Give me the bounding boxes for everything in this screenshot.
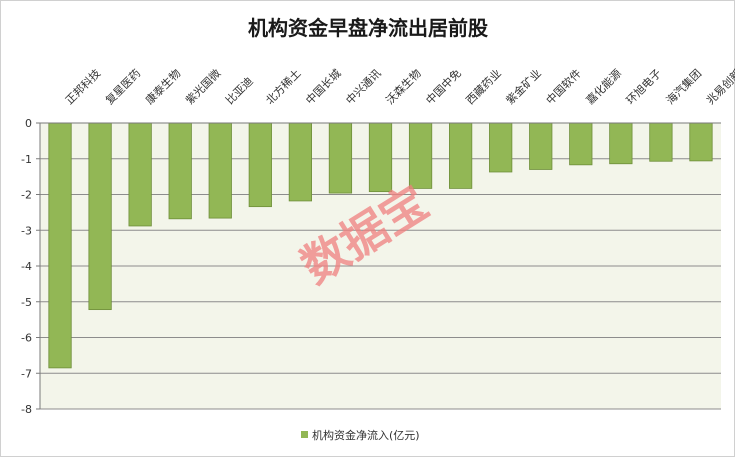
bar-8 bbox=[328, 122, 353, 194]
bar-17 bbox=[689, 122, 713, 162]
y-tick-label: -4 bbox=[21, 260, 32, 273]
chart-title: 机构资金早盘净流出居前股 bbox=[248, 16, 488, 40]
bar-12 bbox=[489, 122, 513, 173]
category-label: 中兴通讯 bbox=[343, 67, 383, 107]
bars bbox=[48, 122, 713, 369]
y-tick-label: -6 bbox=[21, 332, 32, 345]
bar-13 bbox=[529, 122, 553, 170]
bar-10 bbox=[408, 122, 433, 189]
category-label: 康泰生物 bbox=[142, 66, 183, 107]
axes: 0 -1 -2 -3 -4 -5 -6 -7 -8 bbox=[21, 117, 721, 416]
category-label: 海汽集团 bbox=[663, 66, 704, 107]
bar-9 bbox=[368, 122, 393, 193]
category-label: 中国中免 bbox=[423, 66, 464, 107]
y-tick-label: -5 bbox=[21, 296, 32, 309]
category-label: 嘉化能源 bbox=[583, 66, 624, 107]
bar-7 bbox=[288, 122, 312, 202]
y-tick-label: -1 bbox=[21, 153, 32, 166]
category-label: 西藏药业 bbox=[464, 67, 504, 107]
category-label: 环旭电子 bbox=[623, 66, 664, 107]
y-tick-label: -8 bbox=[21, 403, 32, 416]
category-label: 比亚迪 bbox=[223, 75, 256, 108]
legend-swatch bbox=[301, 431, 308, 438]
y-tick-label: 0 bbox=[25, 117, 32, 130]
bar-16 bbox=[649, 122, 673, 162]
category-label: 中国软件 bbox=[543, 66, 584, 107]
bar-14 bbox=[569, 122, 593, 166]
bar-2 bbox=[88, 122, 112, 311]
category-label: 紫金矿业 bbox=[503, 66, 544, 107]
category-label: 北方稀土 bbox=[263, 66, 304, 107]
legend: 机构资金净流入(亿元) bbox=[301, 428, 420, 442]
bar-11 bbox=[449, 122, 473, 189]
category-label: 沃森生物 bbox=[383, 66, 424, 107]
bar-5 bbox=[208, 122, 232, 219]
bar-4 bbox=[168, 122, 192, 220]
bar-1 bbox=[48, 122, 72, 369]
y-tick-label: -2 bbox=[21, 189, 32, 202]
category-label: 中国长城 bbox=[303, 67, 343, 107]
category-labels: 正邦科技 复星医药 康泰生物 紫光国微 比亚迪 北方稀土 中国长城 中兴通讯 沃森生物 中国中免西… bbox=[62, 66, 735, 107]
category-label: 正邦科技 bbox=[62, 66, 103, 107]
bar-3 bbox=[128, 122, 152, 227]
y-tick-label: -3 bbox=[21, 224, 32, 237]
legend-label: 机构资金净流入(亿元) bbox=[312, 428, 420, 442]
bar-15 bbox=[609, 122, 633, 165]
category-label: 复星医药 bbox=[102, 66, 143, 107]
category-label: 兆易创新 bbox=[703, 66, 735, 107]
bar-6 bbox=[248, 122, 272, 208]
category-label: 紫光国微 bbox=[182, 66, 223, 107]
y-tick-label: -7 bbox=[21, 367, 32, 380]
